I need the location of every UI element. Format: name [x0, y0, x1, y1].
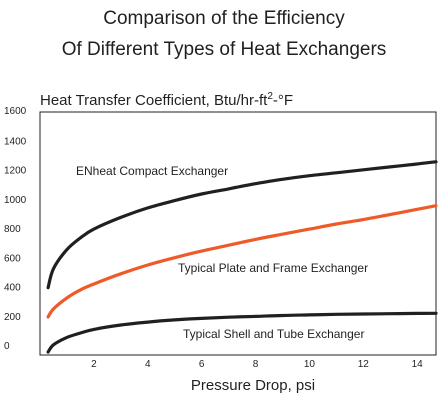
x-tick-label: 4: [145, 359, 151, 370]
x-tick-label: 14: [412, 359, 424, 370]
y-tick-label: 1600: [4, 106, 27, 117]
y-tick-label: 1000: [4, 195, 27, 206]
x-tick-label: 6: [199, 359, 205, 370]
series-label-plate-frame: Typical Plate and Frame Exchanger: [178, 261, 368, 275]
series-line-1: [46, 204, 438, 319]
chart-title-line-1: Comparison of the Efficiency: [103, 8, 345, 29]
series-line-0: [46, 160, 438, 290]
y-axis-label-superscript: 2: [267, 91, 273, 102]
x-tick-label: 12: [358, 359, 370, 370]
y-axis-label-unit: -°F: [273, 92, 293, 109]
y-axis-label-text: Heat Transfer Coefficient, Btu/hr-ft: [40, 92, 268, 109]
y-tick-label: 800: [4, 224, 21, 235]
y-tick-label: 1200: [4, 166, 27, 177]
series-label-enheat: ENheat Compact Exchanger: [76, 164, 228, 178]
x-tick-label: 2: [91, 359, 97, 370]
x-tick-label: 8: [253, 359, 259, 370]
series-line-2: [46, 311, 438, 354]
series-label-shell-tube: Typical Shell and Tube Exchanger: [183, 327, 364, 341]
series-lines: [46, 160, 438, 354]
chart-title-line-2: Of Different Types of Heat Exchangers: [62, 39, 387, 60]
y-axis-label: Heat Transfer Coefficient, Btu/hr-ft2-°F: [40, 91, 293, 109]
y-tick-labels: 0 200 400 600 800 1000 1200 1400 1600: [4, 106, 27, 352]
x-axis-label: Pressure Drop, psi: [191, 377, 315, 394]
y-tick-label: 0: [4, 341, 10, 352]
x-tick-label: 10: [304, 359, 316, 370]
y-tick-label: 600: [4, 253, 21, 264]
plot-frame: [39, 111, 437, 356]
y-tick-label: 400: [4, 283, 21, 294]
x-tick-labels: 2 4 6 8 10 12 14: [91, 359, 423, 370]
y-tick-label: 200: [4, 312, 21, 323]
y-tick-label: 1400: [4, 136, 27, 147]
